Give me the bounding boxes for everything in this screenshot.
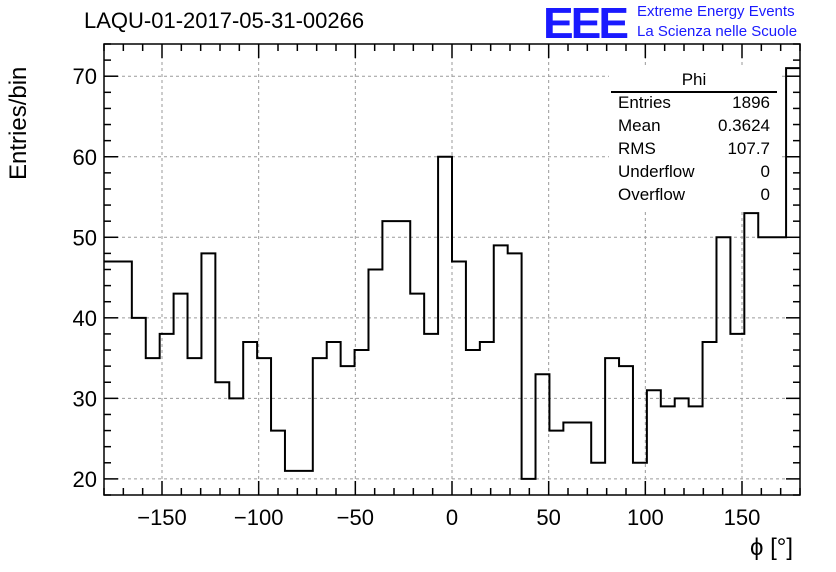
y-tick-label: 30: [73, 386, 97, 411]
stats-label: RMS: [618, 139, 656, 158]
histogram-series: [104, 67, 800, 480]
stats-label: Entries: [618, 93, 671, 112]
axis-tick-labels: −150 −100 −50 0 50 100 150 20 30 40 50 60 70: [73, 64, 761, 530]
stats-divider: [611, 91, 777, 93]
eee-logo: EEE: [543, 0, 629, 48]
stats-row-entries: Entries 1896: [618, 93, 770, 115]
y-tick-label: 60: [73, 145, 97, 170]
x-tick-label: 150: [724, 505, 761, 530]
y-tick-label: 70: [73, 64, 97, 89]
logo-subtitle-line1: Extreme Energy Events: [637, 3, 795, 20]
stats-value: 1896: [732, 93, 770, 112]
x-tick-label: −150: [137, 505, 187, 530]
x-axis-label: ϕ [°]: [750, 534, 794, 561]
x-tick-label: 50: [536, 505, 560, 530]
stats-row-mean: Mean 0.3624: [618, 116, 770, 138]
stats-value: 107.7: [727, 139, 770, 158]
x-tick-label: 100: [627, 505, 664, 530]
y-tick-label: 40: [73, 306, 97, 331]
stats-row-rms: RMS 107.7: [618, 139, 770, 161]
stats-label: Overflow: [618, 185, 686, 204]
stats-row-underflow: Underflow 0: [618, 162, 770, 184]
y-tick-label: 20: [73, 467, 97, 492]
stats-value: 0: [760, 162, 770, 181]
stats-label: Mean: [618, 116, 661, 135]
axis-ticks: [103, 43, 801, 496]
x-tick-label: 0: [446, 505, 458, 530]
stats-value: 0.3624: [718, 116, 770, 135]
stats-value: 0: [760, 185, 770, 204]
stats-label: Underflow: [618, 162, 695, 181]
stats-box: Phi Entries 1896 Mean 0.3624 RMS 107.7 U…: [609, 66, 779, 210]
stats-row-overflow: Overflow 0: [618, 185, 770, 207]
x-tick-label: −50: [337, 505, 374, 530]
y-tick-label: 50: [73, 225, 97, 250]
logo-subtitle-line2: La Scienza nelle Scuole: [637, 23, 798, 40]
y-axis-label: Entries/bin: [5, 66, 32, 180]
chart-title: LAQU-01-2017-05-31-00266: [84, 8, 365, 33]
x-tick-label: −100: [234, 505, 284, 530]
stats-title: Phi: [681, 70, 707, 89]
